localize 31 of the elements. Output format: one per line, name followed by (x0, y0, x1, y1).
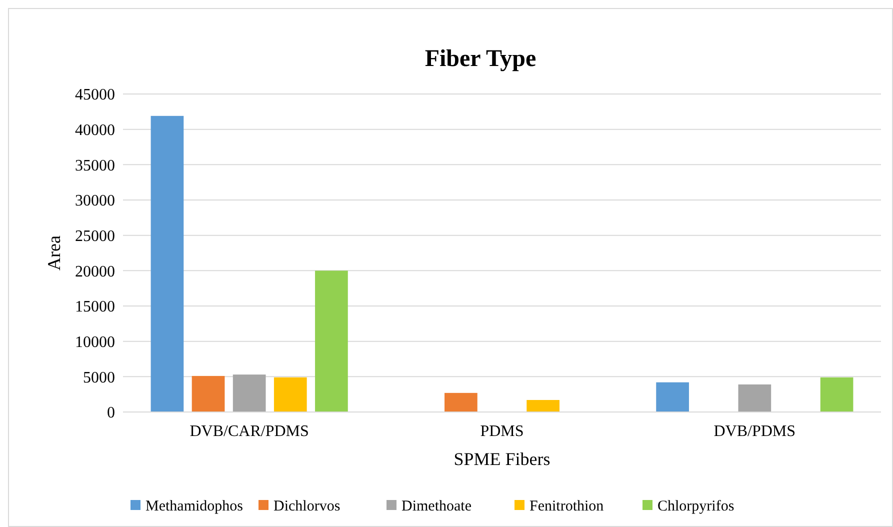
bar (656, 382, 689, 412)
bar (150, 116, 184, 412)
bar (232, 374, 266, 412)
x-tick-label: PDMS (480, 423, 524, 440)
bar (444, 392, 478, 412)
y-tick-label: 30000 (75, 192, 115, 210)
bar (274, 377, 307, 412)
y-tick-label: 40000 (75, 122, 115, 139)
y-axis-title: Area (44, 236, 64, 270)
legend-label: Chlorpyrifos (658, 498, 734, 514)
bar (192, 376, 225, 412)
x-tick-label: DVB/PDMS (714, 423, 796, 440)
y-tick-label: 0 (107, 404, 115, 422)
bar (315, 270, 348, 412)
bar (526, 400, 560, 412)
y-tick-label: 10000 (75, 334, 115, 351)
legend-label: Fenitrothion (530, 498, 604, 514)
chart-title: Fiber Type (424, 46, 537, 72)
y-tick-label: 5000 (83, 369, 115, 386)
legend-label: Methamidophos (146, 498, 244, 514)
bar (738, 384, 772, 412)
legend-label: Dimethoate (402, 498, 472, 514)
y-tick-label: 45000 (75, 86, 115, 104)
y-tick-label: 25000 (75, 228, 115, 245)
y-tick-label: 35000 (75, 157, 115, 174)
y-tick-label: 15000 (75, 298, 115, 316)
y-tick-label: 20000 (75, 263, 115, 280)
x-axis-title: SPME Fibers (454, 449, 550, 469)
legend-label: Dichlorvos (274, 498, 340, 514)
x-tick-label: DVB/CAR/PDMS (190, 423, 309, 440)
bar (820, 377, 854, 412)
